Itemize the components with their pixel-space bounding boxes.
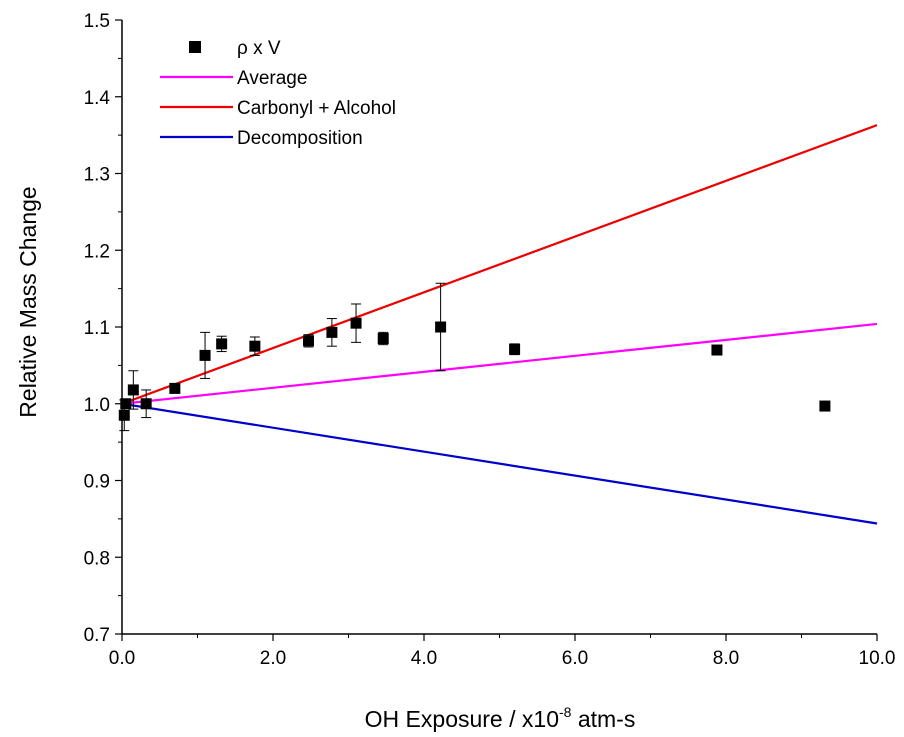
data-point (199, 349, 211, 361)
y-axis-title: Relative Mass Change (15, 186, 41, 417)
data-point (819, 400, 831, 412)
series-line-2 (121, 402, 878, 525)
x-tick-label: 10.0 (859, 648, 896, 669)
x-tick-label: 8.0 (713, 648, 739, 669)
data-point (216, 338, 228, 350)
data-point (350, 317, 362, 329)
series-line-1 (121, 124, 878, 405)
y-tick-label: 0.9 (84, 472, 110, 493)
legend-label: ρ x V (237, 38, 281, 59)
axes: 0.7 0.8 0.9 1.0 1.1 1.2 1.3 1.4 1.5 0.0 2.0 4.0 6.0 8… (84, 11, 896, 669)
data-point (120, 398, 132, 410)
y-tick-label: 1.2 (84, 241, 110, 262)
series-line-0 (121, 322, 878, 405)
data-point (509, 343, 521, 355)
x-tick-label: 6.0 (562, 648, 588, 669)
data-point (326, 326, 338, 338)
y-tick-label: 1.4 (84, 88, 111, 109)
y-tick-label: 0.8 (84, 548, 110, 569)
y-tick-label: 1.5 (84, 11, 110, 32)
y-tick-label: 1.3 (84, 165, 110, 186)
data-point (249, 340, 261, 352)
data-point (127, 384, 139, 396)
x-axis-title: OH Exposure / x10-8 atm-s (365, 704, 636, 732)
data-point (711, 344, 723, 356)
x-tick-label: 2.0 (260, 648, 286, 669)
x-tick-label: 0.0 (109, 648, 135, 669)
data-points (118, 317, 831, 421)
y-tick-label: 0.7 (84, 625, 110, 646)
y-tick-label: 1.1 (84, 318, 110, 339)
series-lines (121, 124, 878, 525)
legend-label: Decomposition (237, 128, 363, 149)
data-point (140, 398, 152, 410)
legend-label: Average (237, 68, 307, 89)
y-tick-label: 1.0 (84, 395, 110, 416)
data-point (435, 321, 447, 333)
legend-marker-square (189, 41, 201, 53)
data-point (377, 333, 389, 345)
data-point (169, 382, 181, 394)
legend-label: Carbonyl + Alcohol (237, 98, 396, 119)
x-tick-label: 4.0 (411, 648, 437, 669)
error-bars (119, 282, 520, 432)
legend: ρ x V Average Carbonyl + Alcohol Decomposit… (160, 38, 396, 149)
data-point (118, 409, 130, 421)
data-point (302, 335, 314, 347)
